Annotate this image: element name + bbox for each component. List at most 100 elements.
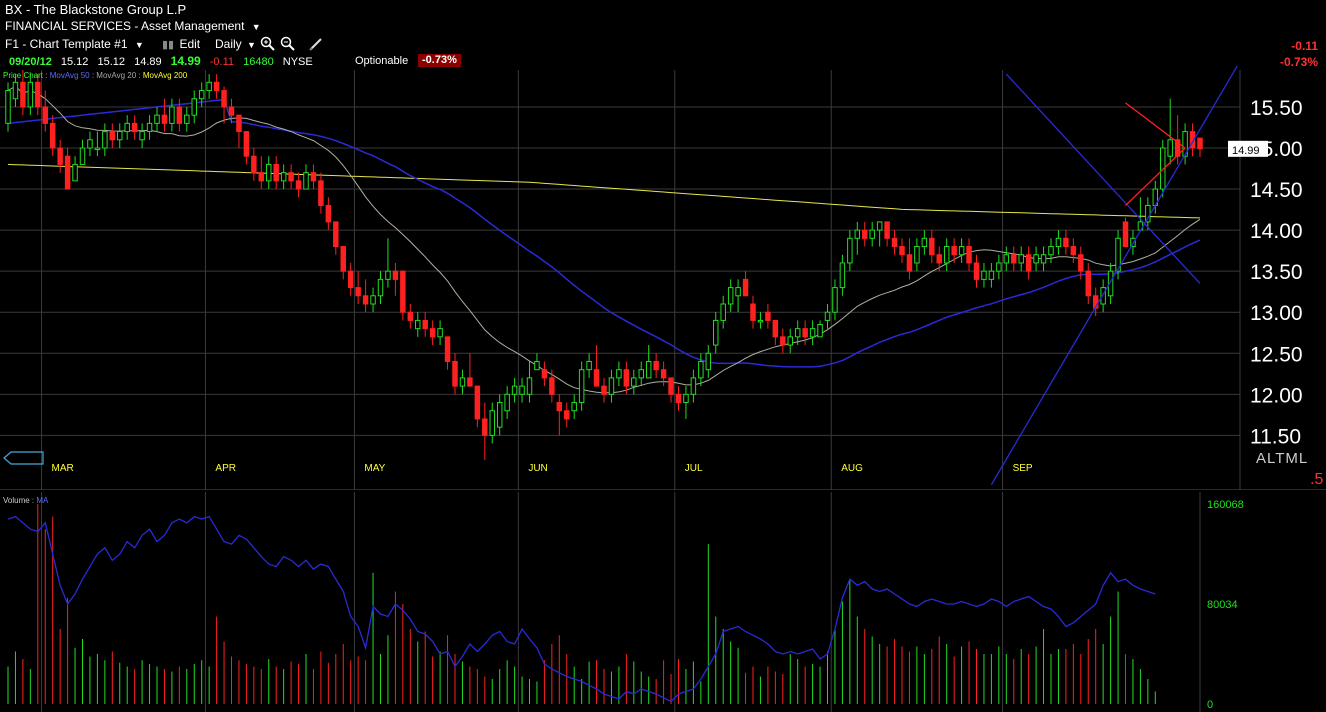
candle-body bbox=[556, 402, 563, 412]
candle-body bbox=[124, 122, 130, 133]
candle-body bbox=[1085, 270, 1091, 297]
price-tick-label: 13.00 bbox=[1250, 302, 1303, 325]
candle-body bbox=[243, 131, 250, 157]
candle-body bbox=[385, 270, 391, 280]
candle-body bbox=[206, 81, 212, 92]
month-label: SEP bbox=[1013, 463, 1033, 474]
candle-body bbox=[616, 369, 622, 379]
candle-body bbox=[20, 81, 26, 108]
candle-body bbox=[452, 360, 458, 387]
candle-body bbox=[154, 114, 160, 124]
interval-label: Daily bbox=[215, 37, 242, 51]
candle-body bbox=[519, 385, 525, 395]
candle-body bbox=[415, 319, 421, 330]
candle-body bbox=[467, 377, 473, 387]
quote-last: 14.99 bbox=[170, 54, 201, 68]
corner-change: -0.11 bbox=[1291, 39, 1318, 53]
candle-body bbox=[549, 377, 555, 395]
interval-selector[interactable]: Daily ▼ bbox=[215, 38, 256, 50]
candle-body bbox=[184, 114, 190, 124]
candle-body bbox=[49, 122, 56, 149]
candle-body bbox=[698, 360, 704, 379]
candle-body bbox=[713, 319, 719, 346]
arrow-left-icon bbox=[3, 451, 44, 465]
candle-body bbox=[1048, 246, 1054, 256]
bar-chart-icon: ▮▮ bbox=[162, 39, 175, 51]
candle-body bbox=[1197, 137, 1203, 150]
price-chart[interactable]: 11.5012.0012.5013.0013.5014.0014.5015.00… bbox=[0, 0, 1326, 490]
candle-body bbox=[720, 303, 726, 321]
candle-body bbox=[772, 319, 779, 338]
candle-body bbox=[1033, 254, 1039, 264]
volume-tick-label: 160068 bbox=[1207, 499, 1244, 511]
trendline bbox=[990, 65, 1238, 485]
candle-body bbox=[608, 377, 615, 395]
candle-body bbox=[266, 163, 272, 182]
month-label: JUL bbox=[685, 463, 703, 474]
candle-body bbox=[496, 402, 503, 428]
candle-body bbox=[839, 262, 846, 289]
candle-body bbox=[474, 385, 481, 420]
candle-body bbox=[891, 237, 898, 248]
volume-tick-label: 80034 bbox=[1207, 599, 1238, 611]
candle-body bbox=[571, 402, 577, 412]
candle-body bbox=[12, 81, 19, 100]
candle-body bbox=[593, 369, 600, 387]
candle-body bbox=[1055, 237, 1062, 248]
candle-body bbox=[1018, 254, 1024, 264]
quote-low: 14.89 bbox=[134, 56, 162, 68]
volume-grid bbox=[41, 492, 1201, 712]
candle-body bbox=[921, 237, 928, 248]
corner-pct: -0.73% bbox=[1279, 55, 1318, 69]
volume-bars bbox=[7, 504, 1156, 704]
candle-body bbox=[362, 295, 369, 305]
candle-body bbox=[876, 221, 883, 231]
optionable-label: Optionable bbox=[355, 55, 409, 67]
candle-body bbox=[94, 147, 101, 150]
sector-label[interactable]: FINANCIAL SERVICES - Asset Management ▼ bbox=[5, 20, 261, 32]
candle-body bbox=[1011, 254, 1017, 264]
candle-body bbox=[444, 336, 451, 362]
candle-body bbox=[631, 377, 637, 387]
candle-body bbox=[27, 81, 34, 108]
candle-body bbox=[288, 172, 294, 182]
candle-body bbox=[668, 377, 674, 395]
edit-label: Edit bbox=[179, 37, 201, 51]
candle-body bbox=[57, 147, 63, 165]
candle-body bbox=[1025, 254, 1032, 272]
candle-body bbox=[273, 163, 279, 182]
price-axis: 11.5012.0012.5013.0013.5014.0014.5015.00… bbox=[52, 97, 1303, 474]
candle-body bbox=[534, 360, 540, 371]
volume-chart[interactable]: 160068 80034 0 bbox=[0, 492, 1326, 712]
candle-body bbox=[79, 147, 86, 165]
candle-body bbox=[690, 377, 697, 395]
edit-button[interactable]: ▮▮ Edit bbox=[162, 38, 200, 51]
candle-body bbox=[735, 287, 741, 297]
candle-body bbox=[1174, 139, 1181, 157]
price-tick-label: 13.50 bbox=[1250, 261, 1303, 284]
trendline bbox=[1005, 73, 1201, 284]
candle-body bbox=[526, 377, 533, 395]
candle-body bbox=[1160, 147, 1166, 190]
candle-body bbox=[5, 90, 11, 124]
candle-body bbox=[228, 106, 235, 116]
scroll-handle[interactable] bbox=[3, 451, 44, 465]
zoom-out-button[interactable] bbox=[280, 36, 296, 54]
candle-body bbox=[966, 246, 972, 264]
last-price-text: 14.99 bbox=[1232, 145, 1260, 157]
candle-body bbox=[601, 385, 607, 395]
candle-body bbox=[131, 122, 138, 133]
quote-high: 15.12 bbox=[97, 56, 126, 68]
candle-body bbox=[87, 139, 93, 149]
template-selector[interactable]: F1 - Chart Template #1 ▼ bbox=[5, 38, 144, 50]
zoom-in-button[interactable] bbox=[260, 36, 276, 54]
candle-body bbox=[847, 237, 853, 264]
candle-body bbox=[727, 287, 734, 305]
volume-tick-label: 0 bbox=[1207, 699, 1213, 711]
candle-body bbox=[750, 303, 756, 321]
quote-change: -0.11 bbox=[209, 56, 235, 68]
candle-body bbox=[310, 172, 317, 182]
trendline bbox=[1125, 147, 1186, 206]
draw-tool-button[interactable] bbox=[308, 36, 324, 54]
candle-body bbox=[325, 204, 332, 223]
